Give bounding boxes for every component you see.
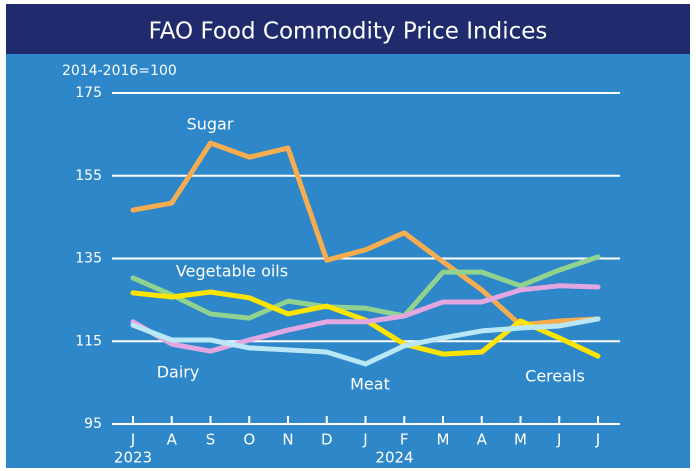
x-tick-label: S	[206, 431, 216, 449]
x-tick-label: J	[556, 431, 561, 449]
series-line	[130, 254, 601, 321]
x-tick-label: D	[321, 431, 333, 449]
y-tick-label: 135	[75, 251, 102, 267]
x-tick-label: M	[437, 431, 450, 449]
title-bar	[6, 4, 690, 54]
x-tick-label: M	[514, 431, 527, 449]
y-tick-label: 175	[75, 85, 102, 101]
series-line	[130, 140, 601, 328]
x-tick-label: A	[167, 431, 178, 449]
series-label: Cereals	[525, 367, 585, 386]
series-line	[130, 316, 601, 367]
x-tick-label: F	[400, 431, 409, 449]
chart-background	[6, 4, 690, 468]
x-tick-label: J	[362, 431, 367, 449]
x-tick-label: N	[282, 431, 293, 449]
series-label: Sugar	[187, 115, 234, 134]
series-label: Meat	[350, 375, 390, 394]
x-year-label: 2023	[114, 449, 152, 467]
y-unit-label: 2014-2016=100	[62, 63, 177, 79]
x-tick-label: O	[243, 431, 255, 449]
y-tick-label: 95	[84, 416, 102, 432]
x-tick-label: J	[130, 431, 135, 449]
x-tick-label: J	[595, 431, 600, 449]
series-line	[130, 283, 601, 354]
y-tick-label: 115	[75, 333, 102, 349]
x-year-label: 2024	[375, 449, 413, 467]
series-label: Dairy	[157, 363, 200, 382]
x-tick-label: A	[477, 431, 488, 449]
chart-title: FAO Food Commodity Price Indices	[149, 19, 548, 45]
y-tick-label: 155	[75, 168, 102, 184]
series-label: Vegetable oils	[176, 262, 288, 281]
